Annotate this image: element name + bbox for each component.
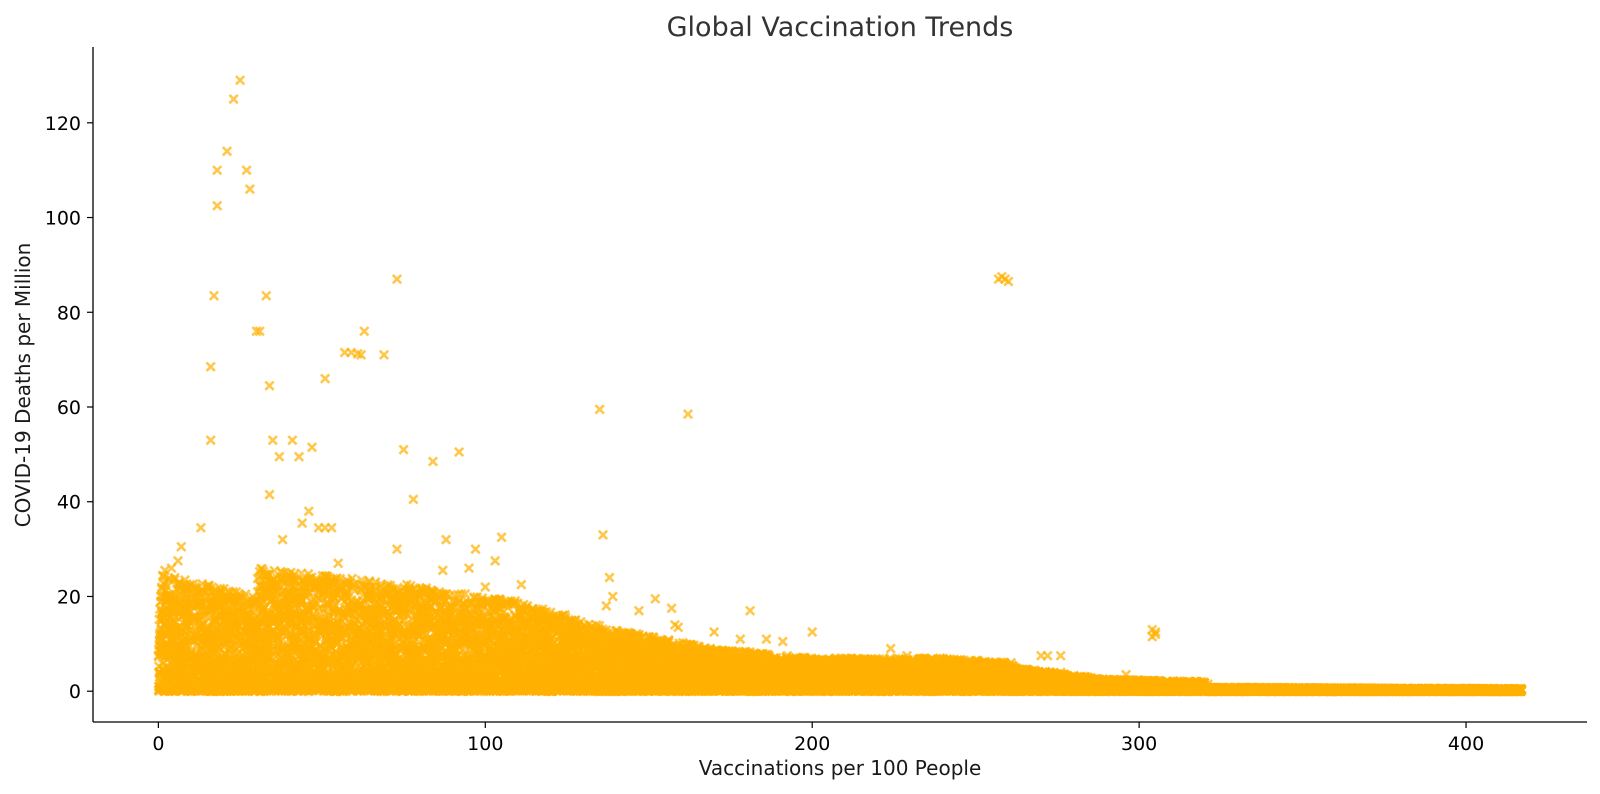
data-points (153, 75, 1527, 697)
chart-title: Global Vaccination Trends (667, 12, 1014, 43)
